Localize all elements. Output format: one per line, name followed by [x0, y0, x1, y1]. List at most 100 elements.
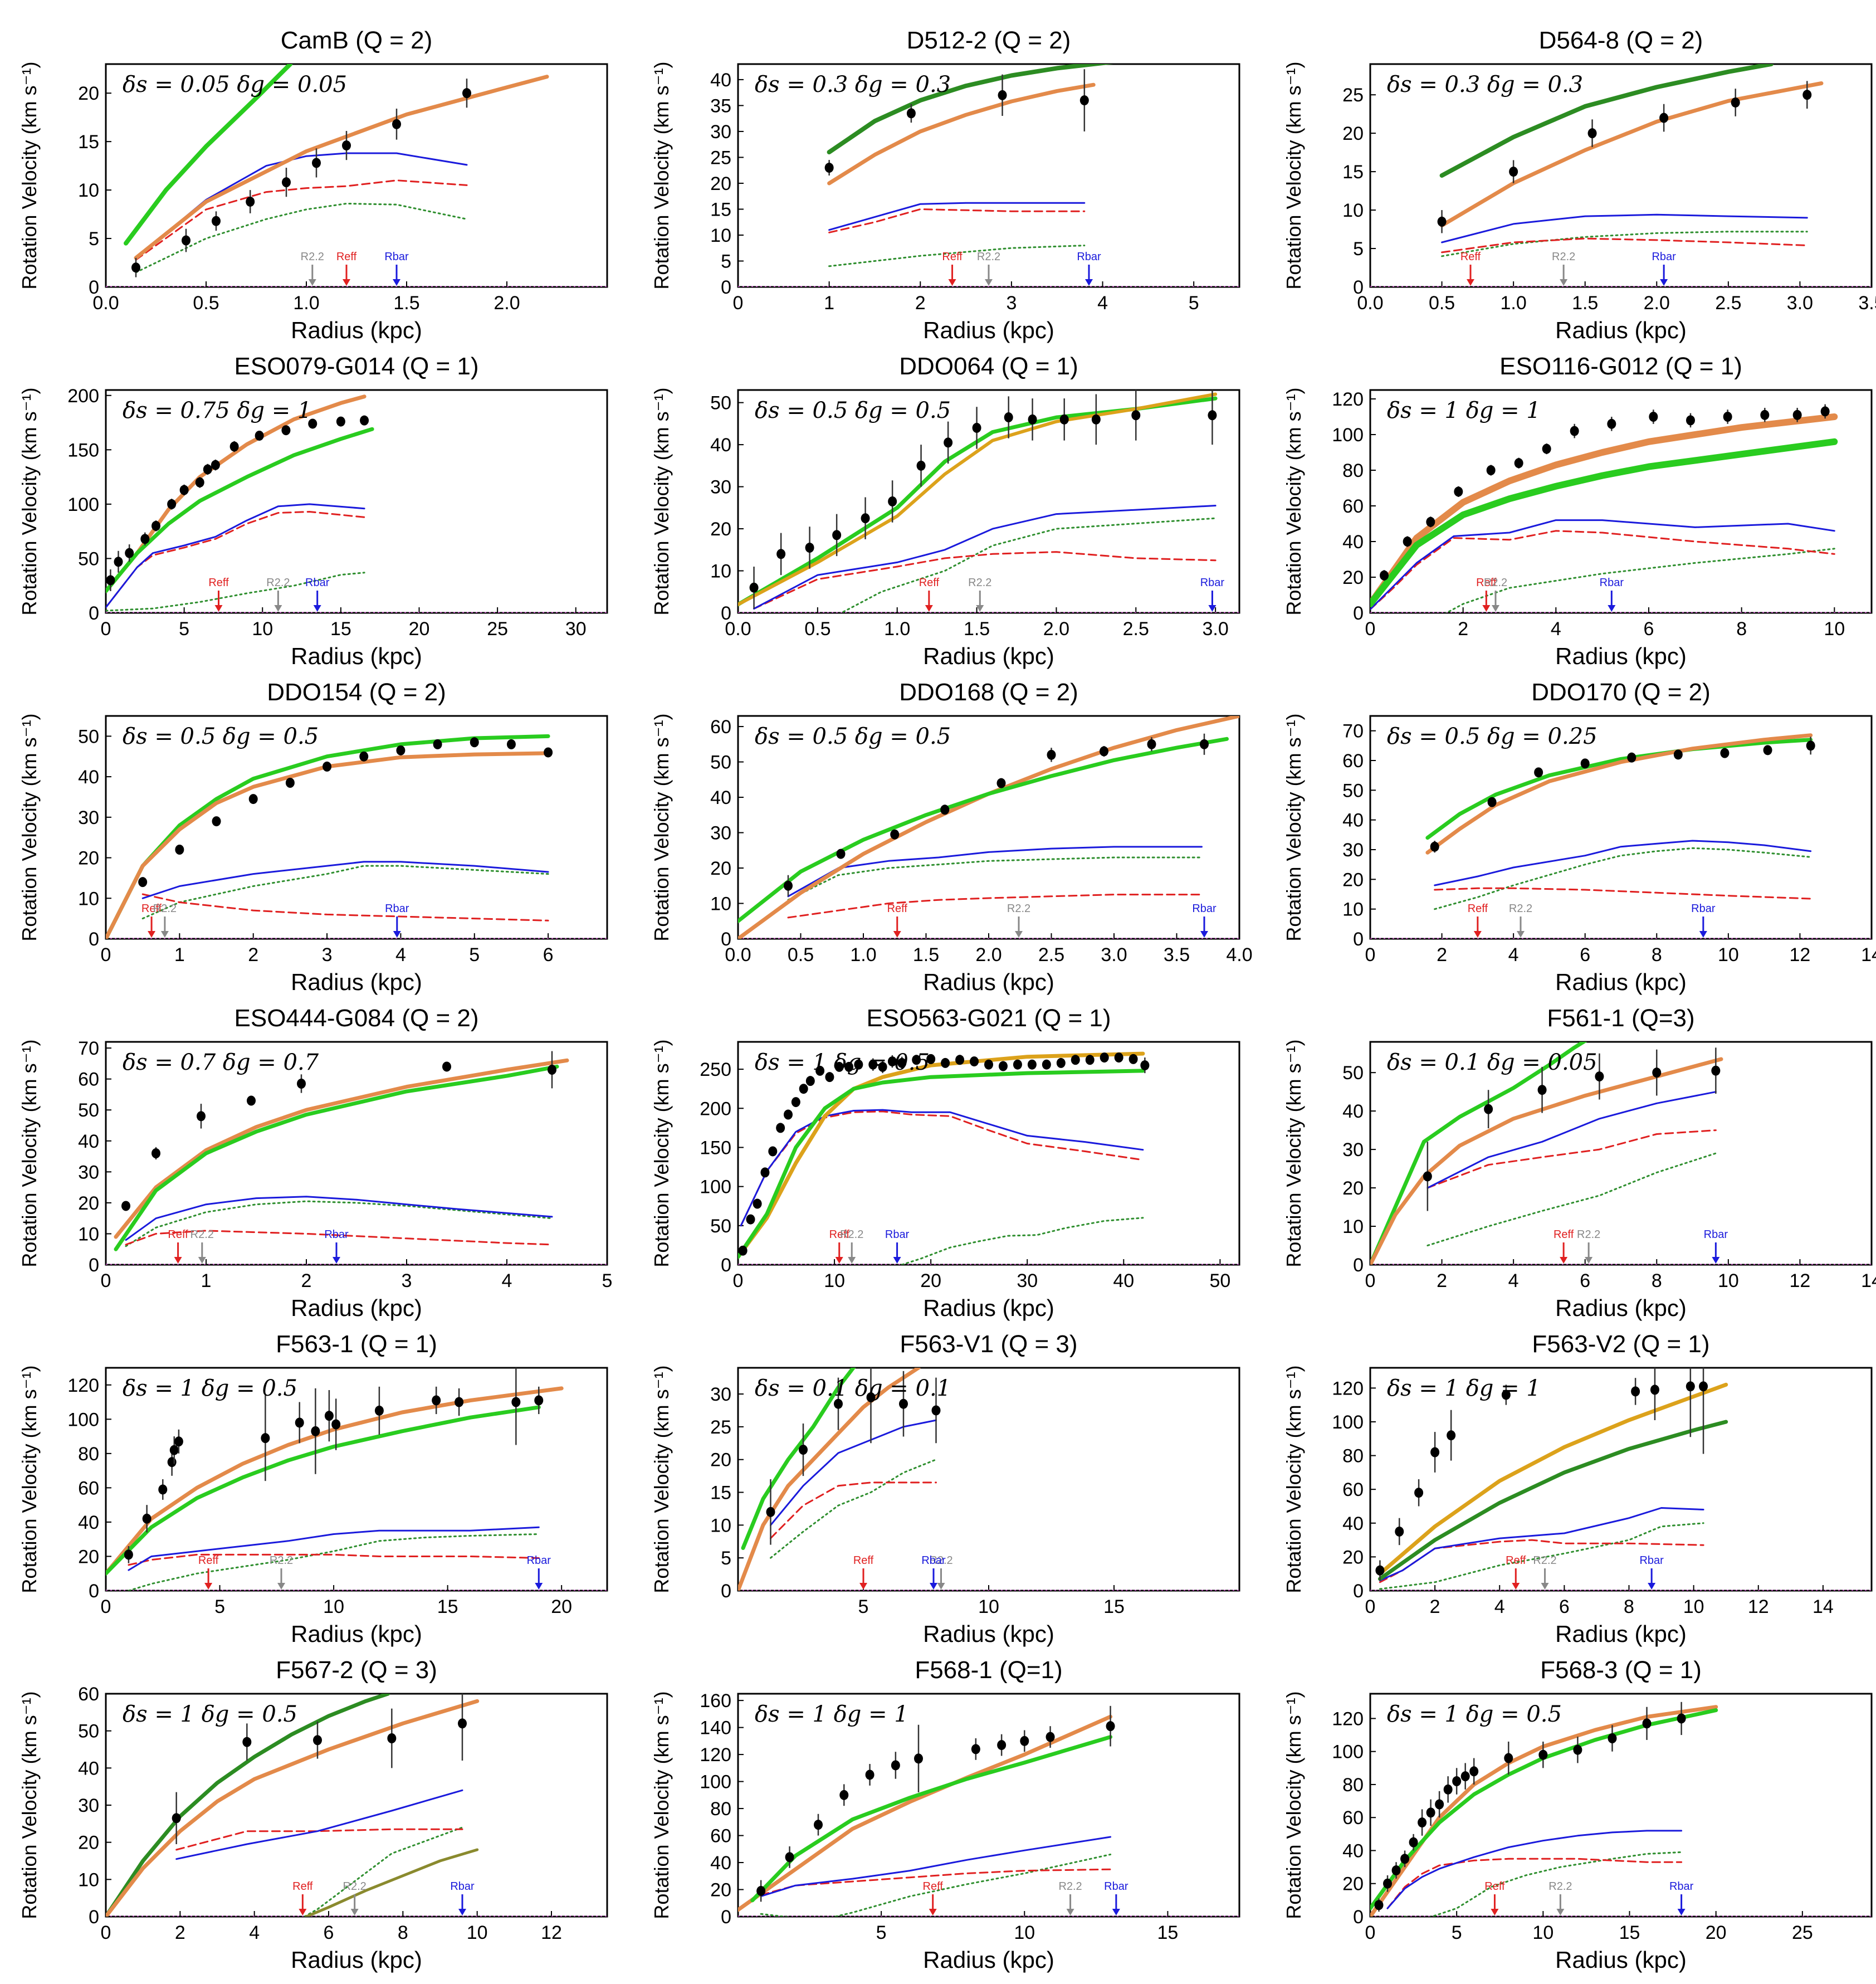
marker-reff-arrowhead: [1482, 605, 1491, 612]
y-tick-label: 10: [1342, 200, 1364, 221]
y-tick-label: 20: [1342, 567, 1364, 588]
y-tick-label: 40: [1342, 532, 1364, 553]
marker-r22-arrowhead: [1492, 605, 1499, 612]
x-tick-label: 10: [1718, 944, 1739, 966]
stellar-component-line: [128, 1553, 540, 1566]
x-tick-label: 50: [1209, 1270, 1230, 1291]
x-tick-label: 0.5: [804, 618, 830, 640]
x-tick-label: 5: [602, 1270, 613, 1291]
data-point: [861, 513, 870, 524]
chart-panel: F567-2 (Q = 3) 0 2 4 6 8 10 12 0 10 20 30 40 50 60 Radi…: [18, 1656, 608, 1973]
y-tick-label: 100: [1332, 1412, 1364, 1433]
x-tick-label: 2: [301, 1270, 312, 1291]
marker-r22-arrowhead: [1556, 1909, 1565, 1915]
x-tick-label: 40: [1113, 1270, 1134, 1291]
marker-rbar-arrowhead: [1200, 931, 1208, 938]
marker-r22-label: R2.2: [343, 1880, 367, 1893]
marker-r22-label: R2.2: [840, 1229, 863, 1241]
y-tick-label: 0: [89, 929, 99, 950]
data-point: [1514, 458, 1523, 469]
x-tick-label: 4: [249, 1922, 260, 1943]
plot-frame: [1369, 1367, 1873, 1592]
data-point: [887, 1056, 897, 1067]
data-point: [282, 177, 291, 188]
marker-r22-label: R2.2: [929, 1554, 952, 1567]
data-point: [1659, 113, 1669, 123]
data-point: [866, 1392, 876, 1402]
y-axis-label: Rotation Velocity (km s⁻¹): [650, 713, 673, 941]
data-point: [331, 1419, 341, 1430]
data-point: [1383, 1878, 1393, 1889]
y-tick-label: 80: [710, 1798, 731, 1820]
x-axis-label: Radius (kpc): [923, 1295, 1054, 1321]
x-tick-label: 2: [175, 1922, 185, 1943]
y-tick-label: 0: [1353, 929, 1364, 950]
x-tick-label: 2.5: [1123, 618, 1149, 640]
data-point: [1686, 1381, 1695, 1392]
model-fit-line: [1370, 1057, 1723, 1265]
data-point: [1486, 465, 1496, 475]
chart-title: F568-1 (Q=1): [915, 1656, 1062, 1684]
x-tick-label: 20: [1706, 1922, 1727, 1943]
data-point: [1454, 486, 1463, 497]
marker-r22-arrowhead: [1585, 1257, 1593, 1264]
data-point: [1723, 412, 1732, 422]
x-tick-label: 0: [733, 293, 744, 314]
data-point: [152, 520, 160, 531]
data-point: [931, 1405, 941, 1416]
model-fit-line: [1370, 1708, 1718, 1910]
y-tick-label: 30: [78, 807, 99, 828]
data-point: [544, 747, 553, 758]
y-tick-label: 10: [78, 1223, 99, 1245]
data-point: [899, 1398, 908, 1409]
stellar-component-line: [1426, 1129, 1717, 1189]
data-point: [1792, 410, 1802, 420]
x-tick-label: 0: [1365, 944, 1376, 966]
x-tick-label: 20: [920, 1270, 941, 1291]
y-tick-label: 15: [710, 199, 731, 220]
data-point: [359, 751, 369, 762]
data-point: [1763, 745, 1772, 755]
marker-rbar-label: Rbar: [385, 903, 409, 915]
baryonic-total-line: [787, 846, 1203, 898]
y-tick-label: 40: [1342, 1840, 1364, 1861]
data-point: [824, 163, 834, 173]
x-axis-label: Radius (kpc): [291, 1295, 422, 1321]
marker-r22-label: R2.2: [1509, 903, 1532, 915]
data-point: [1409, 1837, 1418, 1847]
data-point: [242, 1737, 252, 1747]
data-point: [1395, 1526, 1404, 1537]
data-point: [172, 1813, 181, 1824]
y-tick-label: 50: [78, 548, 99, 569]
marker-r22-label: R2.2: [1007, 903, 1030, 915]
y-tick-label: 10: [710, 225, 731, 246]
data-point: [152, 1148, 160, 1158]
data-point: [174, 1436, 183, 1447]
y-tick-label: 40: [78, 1758, 99, 1779]
gas-component-line: [302, 1826, 463, 1917]
x-axis-label: Radius (kpc): [1555, 317, 1687, 343]
model-fit-line: [1425, 738, 1813, 840]
x-tick-label: 30: [565, 618, 587, 640]
x-axis-label: Radius (kpc): [1555, 1947, 1687, 1973]
gas-component-line: [106, 572, 365, 612]
marker-rbar-label: Rbar: [885, 1229, 910, 1241]
x-tick-label: 10: [824, 1270, 845, 1291]
y-tick-label: 0: [89, 277, 99, 298]
marker-reff-arrowhead: [1512, 1583, 1520, 1590]
x-tick-label: 3.5: [1164, 944, 1190, 966]
marker-reff-arrowhead: [204, 1583, 213, 1590]
y-axis-label: Rotation Velocity (km s⁻¹): [1282, 387, 1305, 615]
data-point: [1056, 1057, 1066, 1068]
x-tick-label: 0.0: [725, 618, 751, 640]
data-point: [1487, 797, 1497, 807]
x-tick-label: 14: [1861, 944, 1876, 966]
x-axis-label: Radius (kpc): [923, 969, 1054, 995]
x-tick-label: 20: [409, 618, 430, 640]
marker-reff-label: Reff: [923, 1880, 944, 1893]
x-tick-label: 0: [1365, 1922, 1376, 1943]
data-point: [1587, 128, 1597, 139]
data-point: [261, 1433, 270, 1444]
marker-r22-arrowhead: [274, 605, 282, 612]
data-point: [1046, 1732, 1055, 1742]
